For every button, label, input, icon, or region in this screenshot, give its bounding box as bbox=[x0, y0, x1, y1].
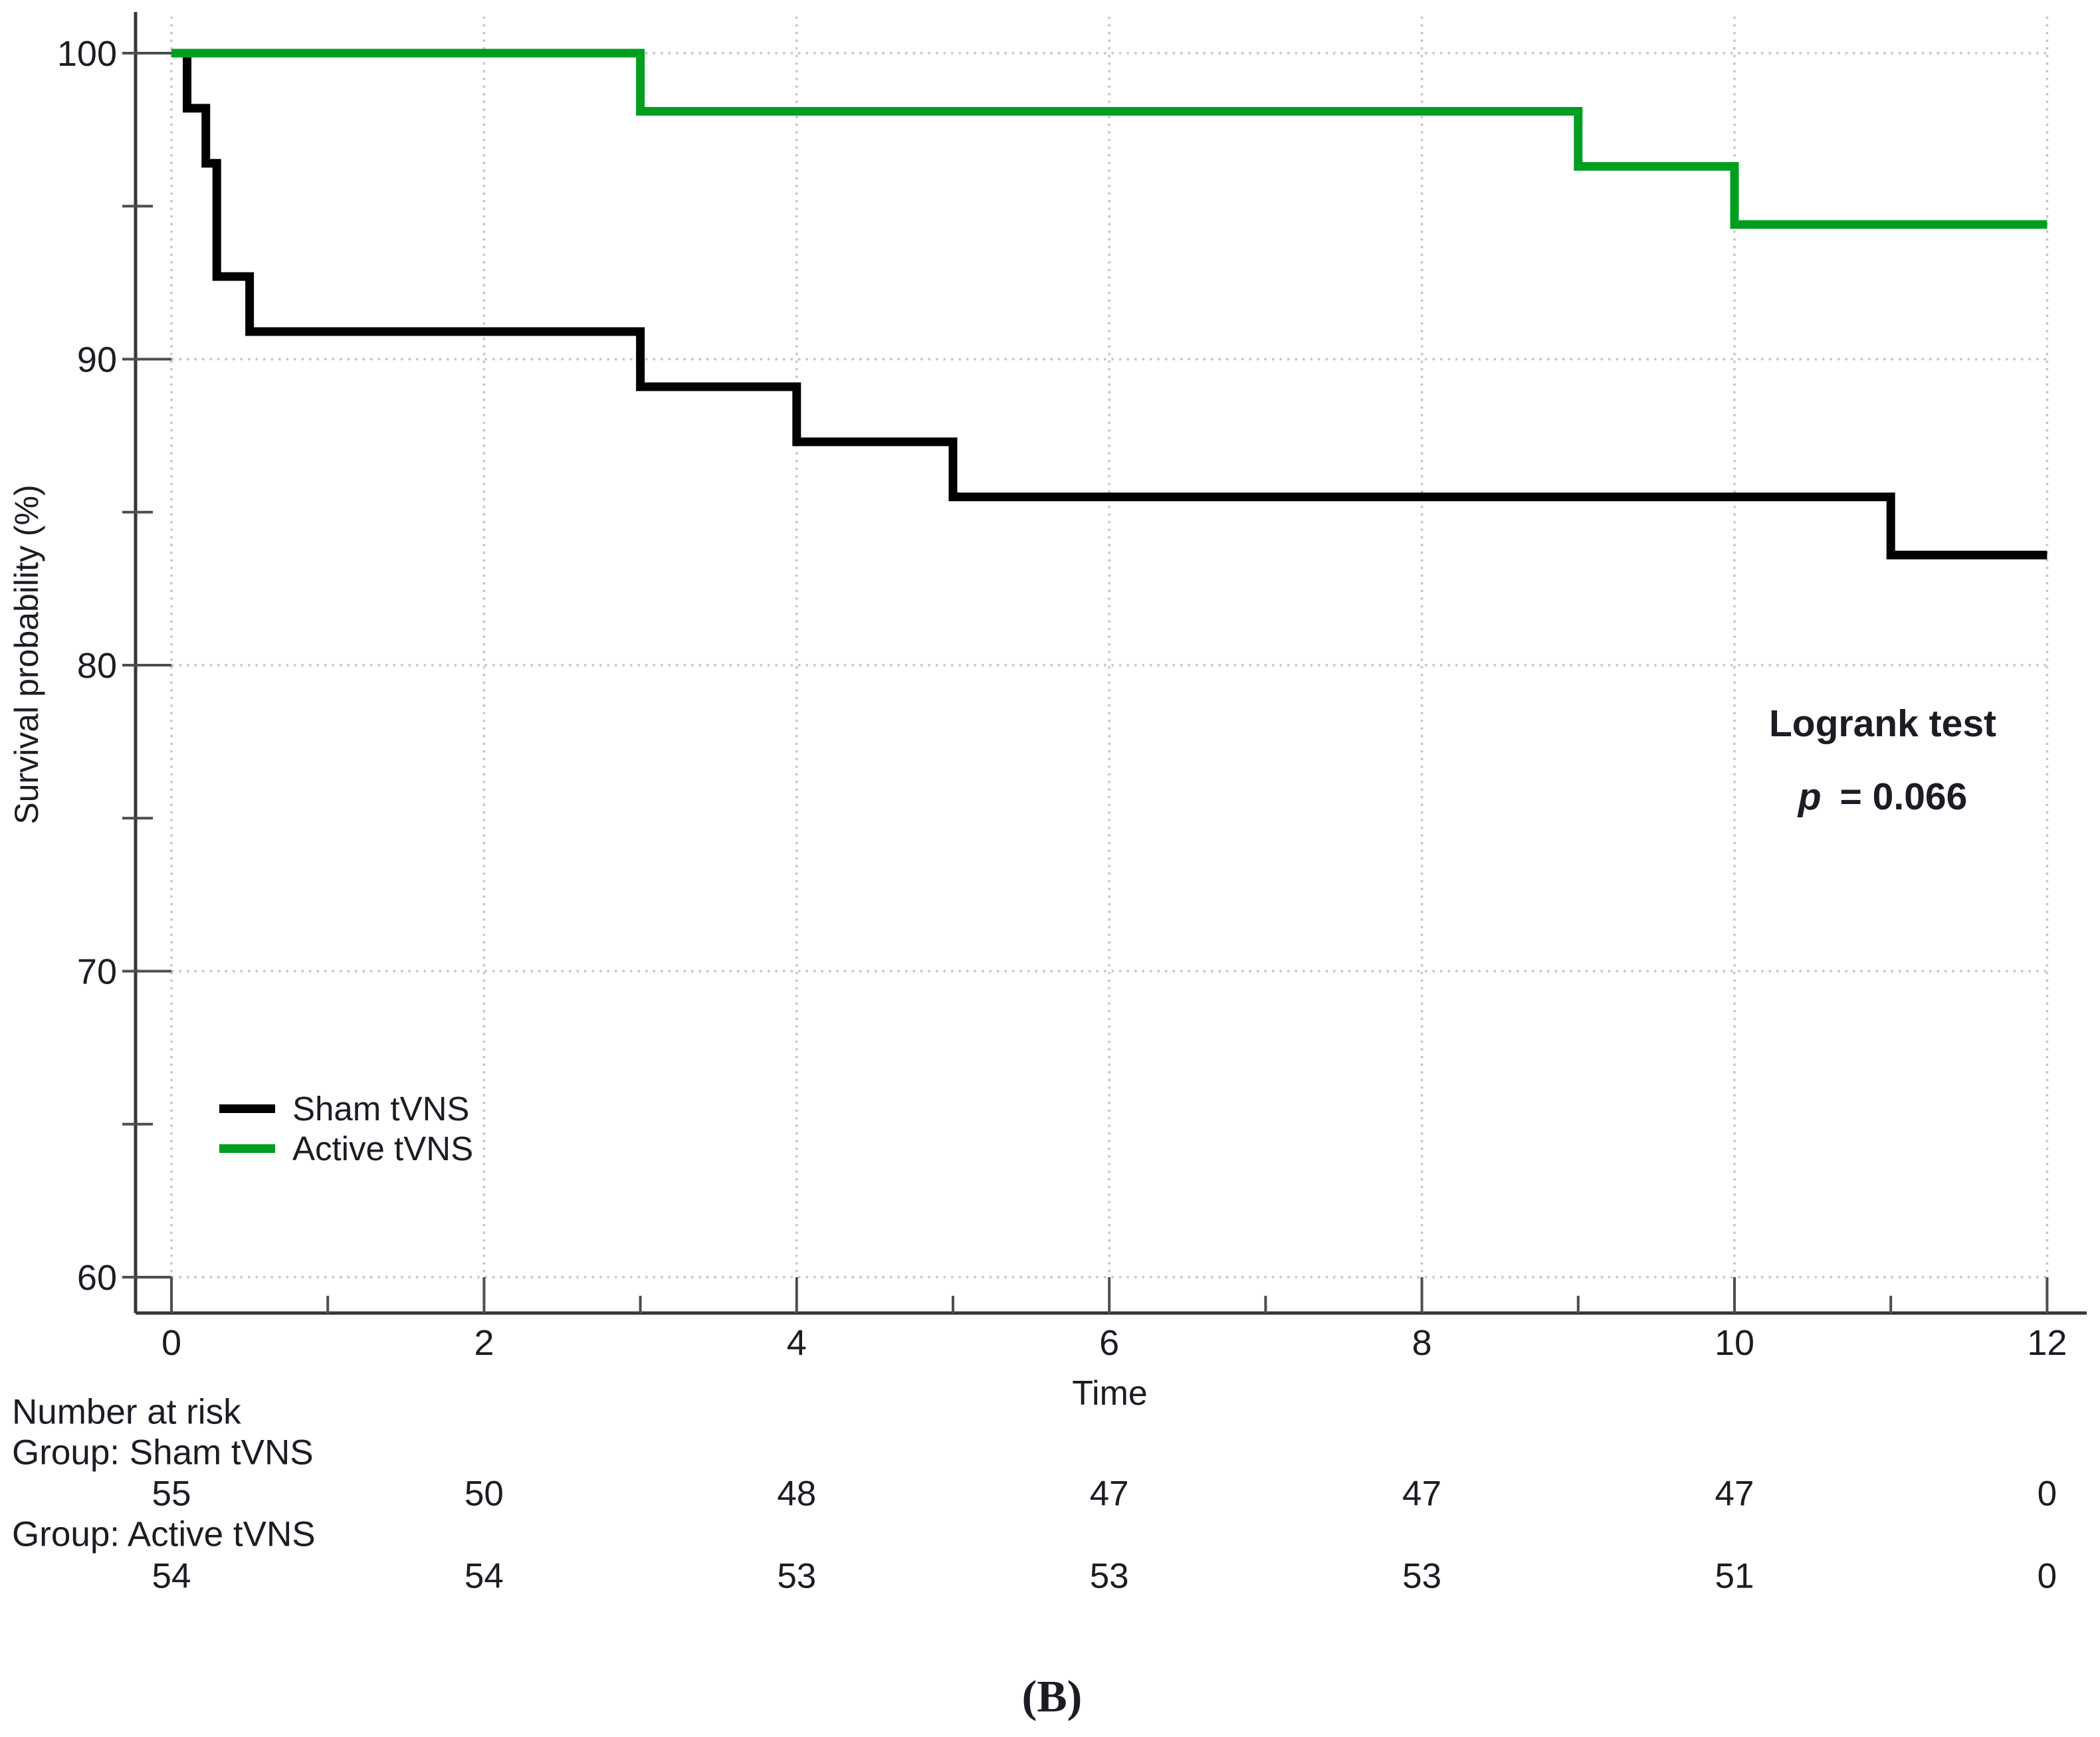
y-tick-label-90: 90 bbox=[77, 340, 117, 380]
figure-caption: (B) bbox=[1021, 1671, 1083, 1722]
y-axis-title: Survival probability (%) bbox=[8, 484, 45, 825]
legend-label-active: Active tVNS bbox=[292, 1129, 474, 1168]
y-tick-label-60: 60 bbox=[77, 1258, 117, 1298]
legend-label-sham: Sham tVNS bbox=[292, 1089, 470, 1128]
y-tick-label-70: 70 bbox=[77, 952, 117, 992]
group-active-label: Group: Active tVNS bbox=[12, 1514, 316, 1554]
legend-item-sham: Sham tVNS bbox=[219, 1088, 473, 1128]
at-risk-value: 47 bbox=[1715, 1474, 1754, 1514]
legend-item-active: Active tVNS bbox=[219, 1128, 473, 1168]
at-risk-value: 54 bbox=[464, 1556, 504, 1596]
number-at-risk-header: Number at risk bbox=[12, 1392, 241, 1432]
p-value-label: p = 0.066 bbox=[1798, 775, 1968, 819]
x-tick-label-4: 4 bbox=[787, 1323, 807, 1363]
at-risk-value: 0 bbox=[2037, 1474, 2057, 1514]
x-tick-label-8: 8 bbox=[1412, 1323, 1432, 1363]
at-risk-value: 48 bbox=[777, 1474, 817, 1514]
sham-line-swatch bbox=[219, 1104, 275, 1113]
at-risk-value: 55 bbox=[152, 1474, 191, 1514]
x-tick-label-12: 12 bbox=[2027, 1323, 2067, 1363]
y-tick-label-80: 80 bbox=[77, 646, 117, 686]
at-risk-value: 53 bbox=[777, 1556, 817, 1596]
at-risk-value: 54 bbox=[152, 1556, 191, 1596]
at-risk-value: 53 bbox=[1402, 1556, 1442, 1596]
x-tick-label-10: 10 bbox=[1715, 1323, 1754, 1363]
at-risk-value: 0 bbox=[2037, 1556, 2057, 1596]
legend: Sham tVNS Active tVNS bbox=[219, 1088, 473, 1168]
at-risk-value: 51 bbox=[1715, 1556, 1754, 1596]
x-axis-title: Time bbox=[1072, 1374, 1148, 1413]
x-tick-label-0: 0 bbox=[161, 1323, 181, 1363]
x-tick-label-2: 2 bbox=[474, 1323, 494, 1363]
at-risk-value: 47 bbox=[1402, 1474, 1442, 1514]
active-tvns-curve bbox=[171, 49, 2048, 229]
p-value: = 0.066 bbox=[1839, 775, 1968, 818]
at-risk-value: 47 bbox=[1089, 1474, 1129, 1514]
at-risk-value: 50 bbox=[464, 1474, 504, 1514]
sham-tvns-curve bbox=[171, 49, 2048, 560]
at-risk-value: 53 bbox=[1089, 1556, 1129, 1596]
p-symbol: p bbox=[1798, 775, 1822, 818]
group-sham-label: Group: Sham tVNS bbox=[12, 1433, 314, 1473]
active-line-swatch bbox=[219, 1144, 275, 1153]
logrank-test-label: Logrank test bbox=[1768, 702, 1997, 745]
y-tick-label-100: 100 bbox=[57, 34, 117, 74]
x-tick-label-6: 6 bbox=[1099, 1323, 1119, 1363]
